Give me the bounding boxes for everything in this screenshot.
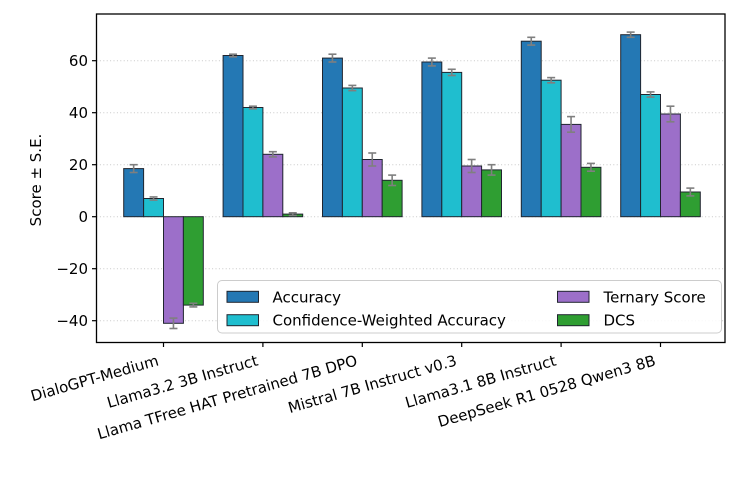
bar-confidence-weighted-accuracy (242, 107, 264, 218)
legend-label: Ternary Score (603, 288, 706, 306)
y-tick-label: 0 (78, 208, 88, 226)
bar-confidence-weighted-accuracy (341, 87, 363, 218)
bar-accuracy (322, 57, 343, 218)
bar-ternary-score (660, 113, 681, 218)
bar-dcs (481, 169, 503, 218)
bar-dcs (580, 166, 602, 218)
bar-ternary-score (461, 165, 483, 218)
legend-label: Confidence-Weighted Accuracy (273, 312, 507, 330)
legend-label: DCS (604, 312, 636, 330)
y-axis-label: Score ± S.E. (27, 134, 45, 227)
y-tick-label: −40 (56, 312, 88, 330)
legend-swatch (226, 290, 259, 303)
legend-box (217, 280, 722, 334)
plot-border (95, 13, 726, 344)
bar-accuracy (520, 40, 542, 218)
bar-accuracy (620, 34, 642, 218)
bar-accuracy (123, 168, 145, 218)
bars (123, 34, 701, 324)
bar-confidence-weighted-accuracy (143, 198, 165, 218)
legend-label: Accuracy (273, 288, 342, 306)
legend: Accuracy Confidence-Weighted Accuracy Tern… (217, 280, 722, 334)
bar-confidence-weighted-accuracy (441, 71, 463, 218)
bar-accuracy (421, 61, 443, 218)
y-tick-label: 20 (69, 156, 88, 174)
legend-swatch (557, 314, 590, 327)
error-bars (129, 31, 695, 330)
y-tick-label: 40 (69, 104, 88, 122)
bar-dcs (182, 216, 204, 306)
bar-confidence-weighted-accuracy (640, 94, 661, 218)
bar-accuracy (222, 55, 244, 218)
legend-swatch (226, 314, 259, 327)
bar-ternary-score (262, 153, 284, 218)
y-tick-label: −20 (56, 260, 88, 278)
y-axis: 60 40 20 0 −20 −40 (56, 52, 97, 330)
y-tick-label: 60 (69, 52, 88, 70)
bar-ternary-score (361, 159, 383, 218)
bar-ternary-score (560, 123, 582, 218)
x-tick-label: Mistral 7B Instruct v0.3 (286, 352, 459, 417)
legend-swatch (557, 290, 590, 303)
bar-ternary-score (163, 216, 184, 324)
bar-confidence-weighted-accuracy (540, 79, 562, 218)
